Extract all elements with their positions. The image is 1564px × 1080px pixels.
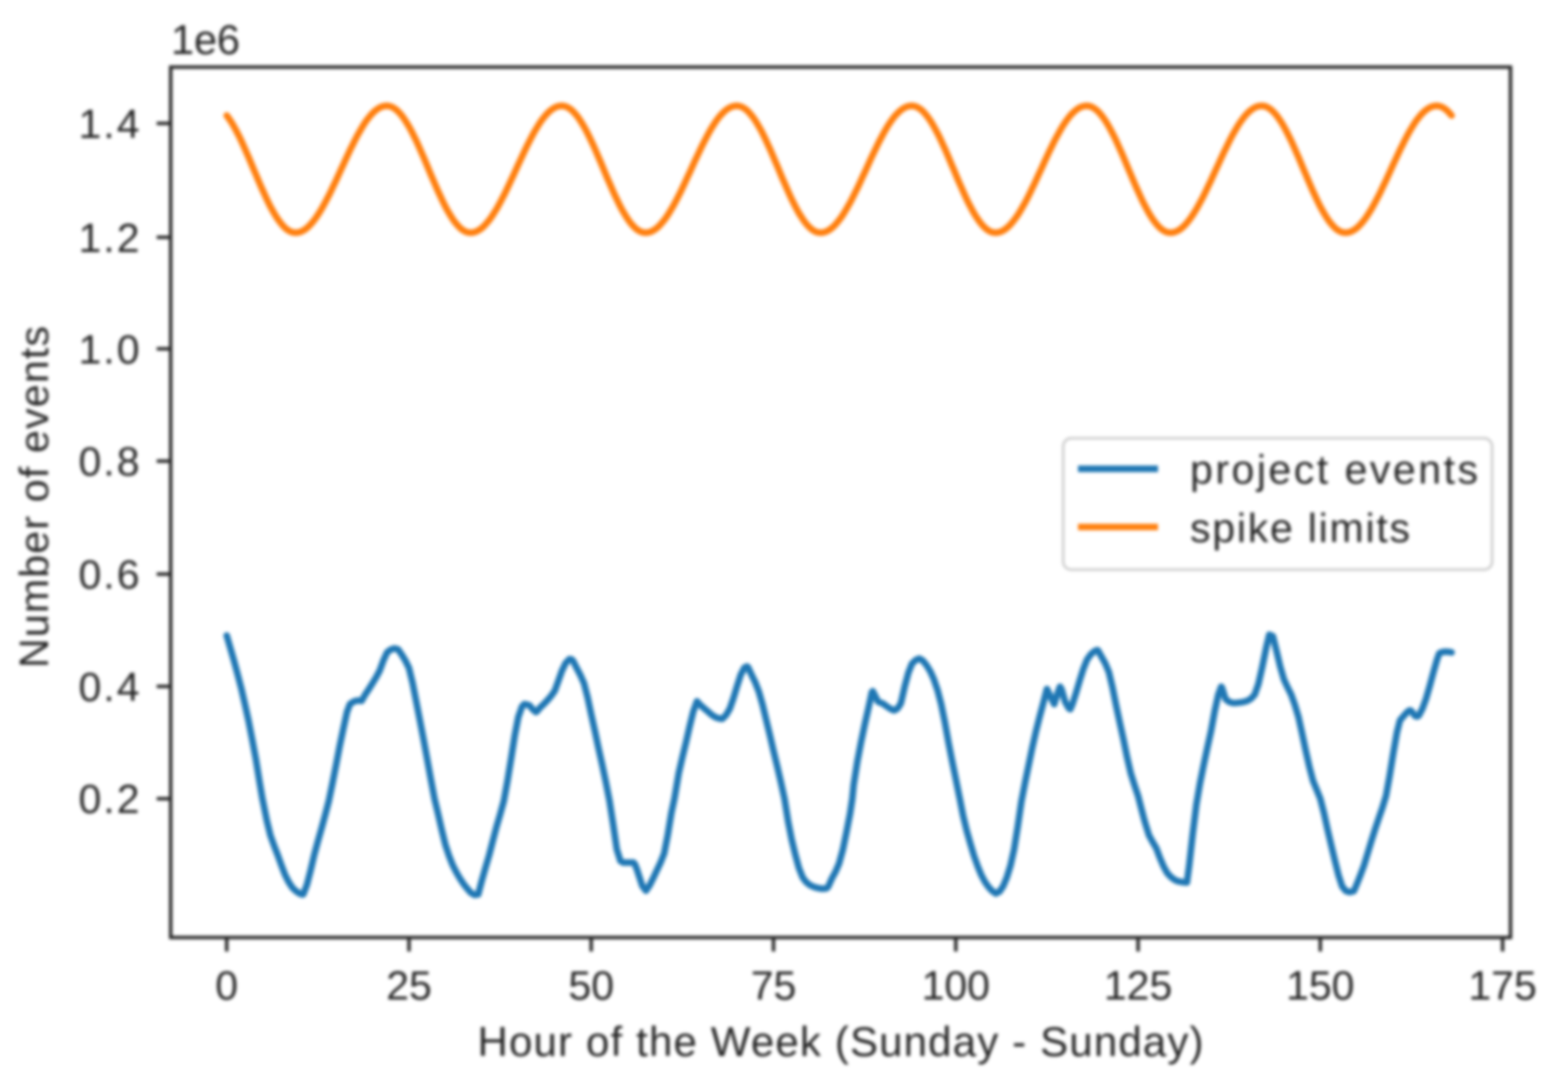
svg-text:1.0: 1.0 (79, 326, 140, 372)
svg-text:spike limits: spike limits (1190, 505, 1410, 551)
svg-text:project events: project events (1190, 447, 1478, 493)
svg-text:175: 175 (1468, 963, 1536, 1009)
svg-text:1e6: 1e6 (171, 16, 240, 63)
svg-text:0: 0 (215, 963, 238, 1009)
svg-text:0.4: 0.4 (79, 664, 140, 710)
svg-text:75: 75 (751, 963, 797, 1009)
svg-text:150: 150 (1286, 963, 1354, 1009)
svg-text:0.6: 0.6 (79, 552, 140, 598)
svg-text:1.4: 1.4 (79, 101, 140, 147)
svg-text:1.2: 1.2 (79, 215, 140, 261)
svg-text:100: 100 (922, 963, 990, 1009)
svg-text:Hour of the Week (Sunday - Sun: Hour of the Week (Sunday - Sunday) (478, 1018, 1204, 1065)
svg-text:Number of events: Number of events (11, 326, 57, 668)
svg-text:0.8: 0.8 (79, 439, 140, 485)
svg-text:125: 125 (1104, 963, 1172, 1009)
svg-text:25: 25 (386, 963, 432, 1009)
svg-text:0.2: 0.2 (79, 776, 140, 822)
svg-text:50: 50 (568, 963, 614, 1009)
